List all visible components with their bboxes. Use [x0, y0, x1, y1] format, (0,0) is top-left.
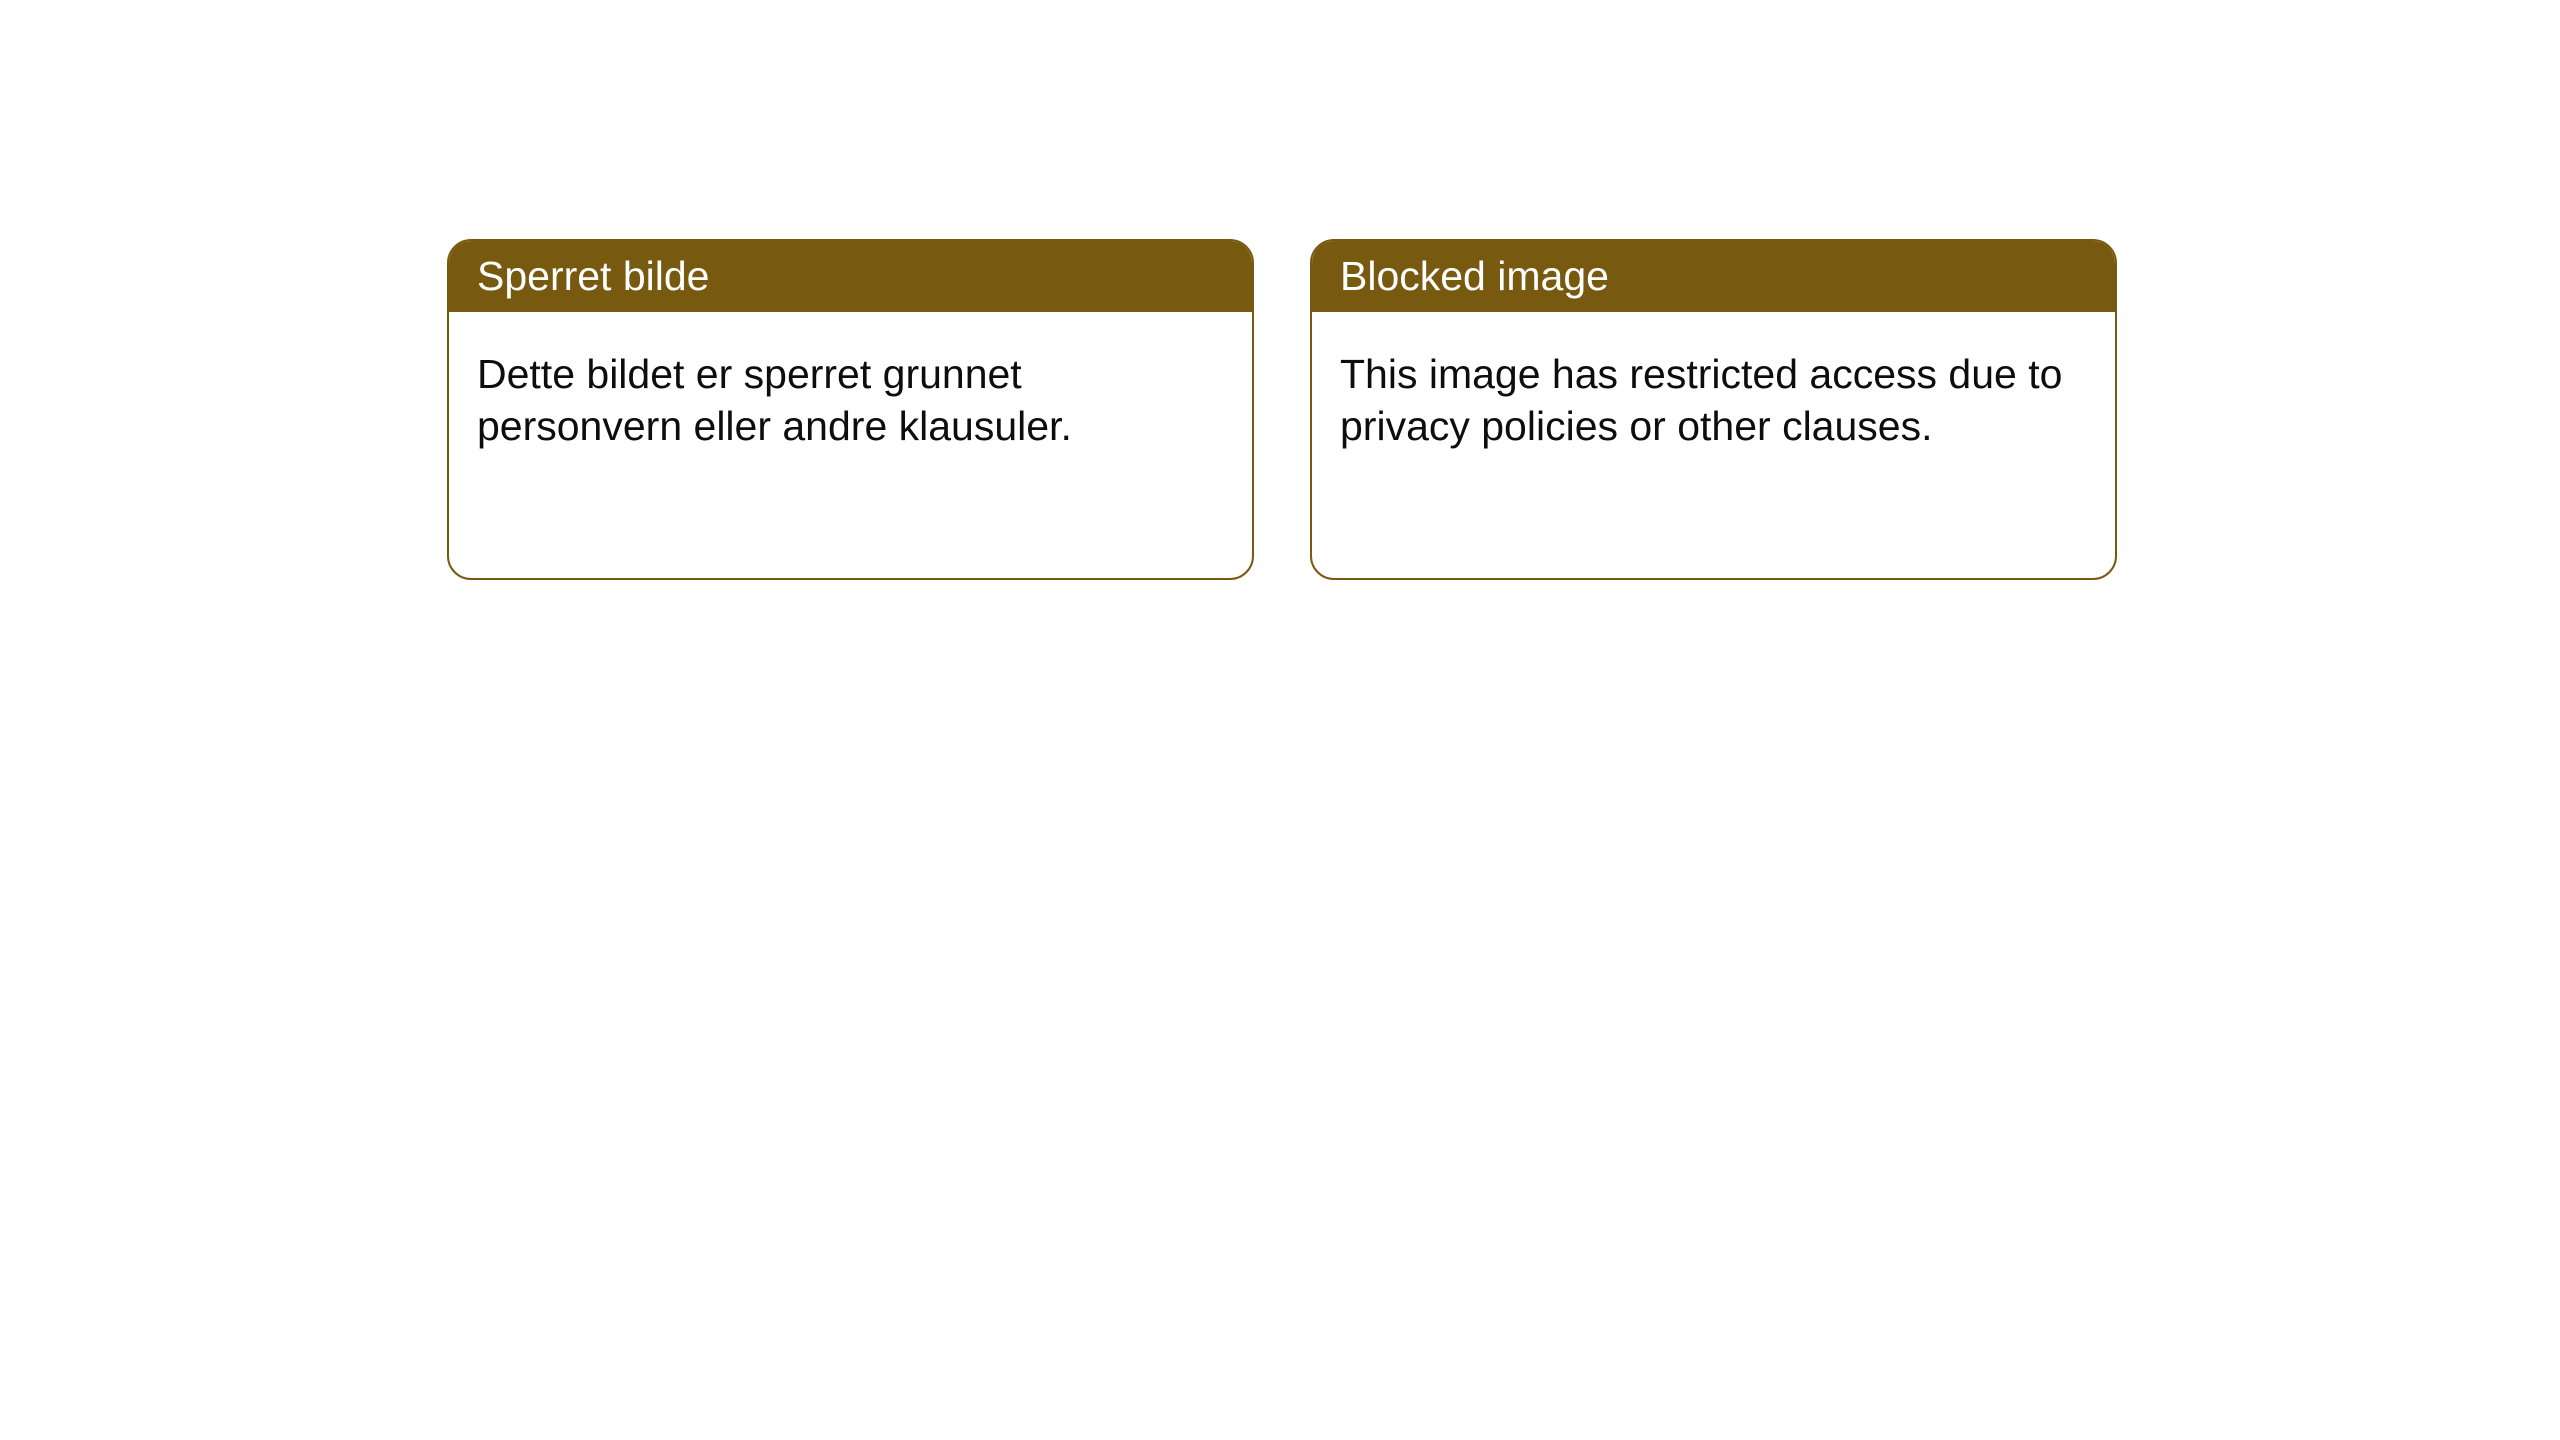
card-header: Blocked image	[1312, 241, 2115, 312]
card-body: This image has restricted access due to …	[1312, 312, 2115, 488]
notice-cards-container: Sperret bilde Dette bildet er sperret gr…	[447, 239, 2117, 580]
notice-card-english: Blocked image This image has restricted …	[1310, 239, 2117, 580]
card-title: Sperret bilde	[477, 253, 709, 299]
card-body-text: Dette bildet er sperret grunnet personve…	[477, 351, 1072, 449]
card-header: Sperret bilde	[449, 241, 1252, 312]
notice-card-norwegian: Sperret bilde Dette bildet er sperret gr…	[447, 239, 1254, 580]
card-body-text: This image has restricted access due to …	[1340, 351, 2062, 449]
card-title: Blocked image	[1340, 253, 1609, 299]
card-body: Dette bildet er sperret grunnet personve…	[449, 312, 1252, 488]
